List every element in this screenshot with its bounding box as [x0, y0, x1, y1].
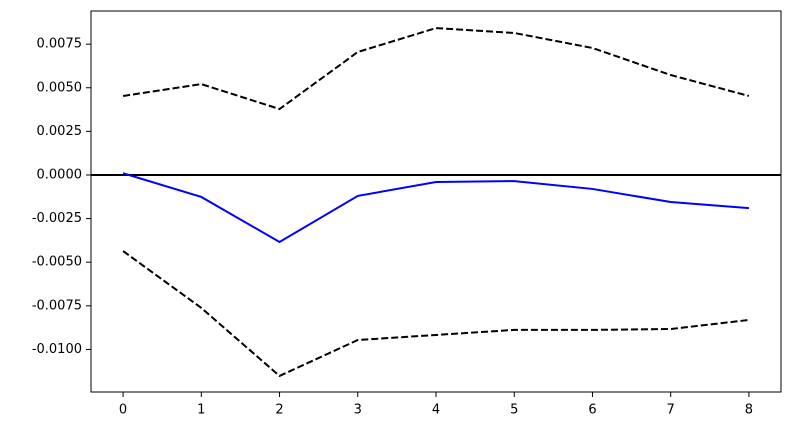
- x-tick-label: 5: [510, 403, 518, 418]
- y-tick-label: -0.0025: [32, 211, 82, 226]
- y-tick-label: -0.0050: [32, 255, 82, 270]
- x-tick-label: 4: [432, 403, 440, 418]
- series-line: [122, 27, 750, 111]
- x-tick-label: 3: [354, 403, 362, 418]
- y-tick-label: 0.0050: [37, 80, 83, 95]
- y-tick-label: -0.0100: [32, 342, 82, 357]
- series-line: [122, 172, 750, 244]
- y-tick-label: -0.0075: [32, 298, 82, 313]
- x-tick-label: 7: [667, 403, 675, 418]
- x-tick-label: 6: [588, 403, 596, 418]
- x-tick-label: 8: [745, 403, 753, 418]
- y-tick-label: 0.0000: [37, 167, 83, 182]
- x-tick-label: 0: [119, 403, 127, 418]
- x-tick-label: 2: [275, 403, 283, 418]
- x-tick-label: 1: [197, 403, 205, 418]
- series-line: [122, 250, 750, 378]
- y-tick-label: 0.0075: [37, 37, 83, 52]
- y-tick-label: 0.0025: [37, 124, 83, 139]
- plot-frame: [90, 10, 782, 393]
